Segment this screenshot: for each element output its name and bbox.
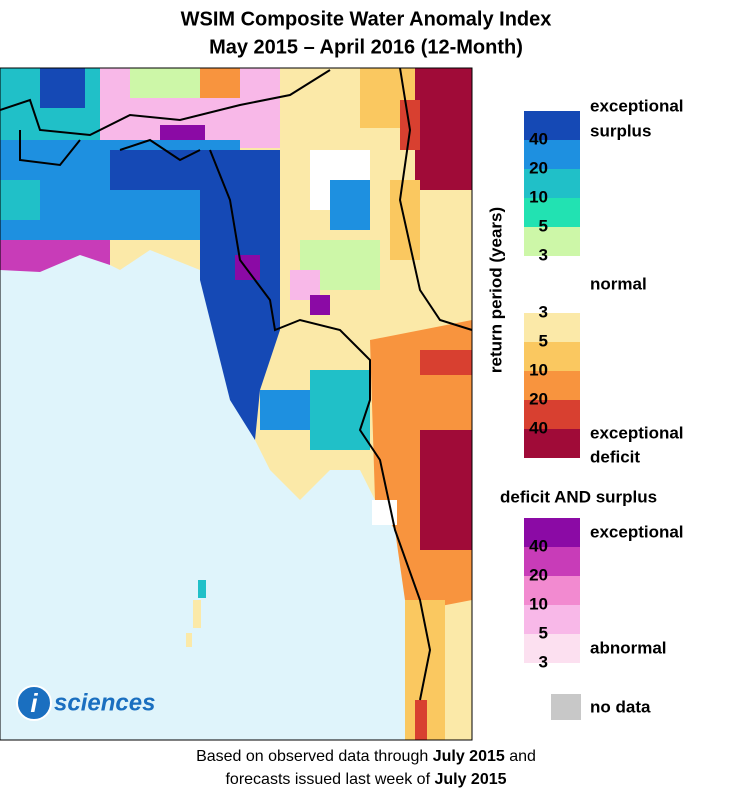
- logo-mark: i: [30, 688, 38, 718]
- legend-label: exceptional: [590, 522, 684, 541]
- legend-tick-label: 10: [529, 360, 548, 379]
- caption-text: Based on observed data through: [196, 748, 428, 765]
- legend-tick-label: 40: [529, 536, 548, 555]
- legend-swatch: [524, 111, 580, 140]
- legend-tick-label: 40: [529, 418, 548, 437]
- caption-line: Based on observed data through July 2015…: [196, 748, 536, 765]
- map: [0, 67, 473, 741]
- legend-tick-label: 10: [529, 187, 548, 206]
- logo: i sciences: [16, 685, 155, 721]
- caption-text: July 2015: [433, 748, 505, 765]
- caption-text: July 2015: [434, 771, 506, 788]
- logo-text: sciences: [54, 689, 155, 716]
- legend-tick-label: 3: [539, 245, 548, 264]
- legend-tick-label: 20: [529, 565, 548, 584]
- caption-line: forecasts issued last week of July 2015: [225, 771, 506, 788]
- legend-tick-label: 20: [529, 158, 548, 177]
- legend-swatch: [524, 227, 580, 256]
- legend-swatch: [524, 169, 580, 198]
- legend-swatch: [524, 256, 580, 313]
- legend-swatch: [524, 140, 580, 169]
- legend-tick-label: 5: [539, 331, 548, 350]
- legend-tick-label: 5: [539, 623, 548, 642]
- legend-swatch: [524, 429, 580, 458]
- legend-tick-label: 10: [529, 594, 548, 613]
- legend-swatch: [524, 400, 580, 429]
- subtitle: May 2015 – April 2016 (12-Month): [209, 36, 523, 58]
- legend-axis-label: return period (years): [486, 207, 505, 373]
- legend-swatch: [524, 576, 580, 605]
- legend-swatch: [524, 371, 580, 400]
- legend-swatch: [524, 313, 580, 342]
- legend-tick-label: 40: [529, 129, 548, 148]
- legend-swatch: [524, 342, 580, 371]
- legend-title: deficit AND surplus: [500, 487, 657, 506]
- legend-label: deficit: [590, 447, 640, 466]
- legend-tick-label: 3: [539, 652, 548, 671]
- legend: return period (years) exceptional surplu…: [486, 96, 684, 720]
- title: WSIM Composite Water Anomaly Index: [181, 8, 552, 30]
- legend-label: normal: [590, 274, 647, 293]
- legend-swatch: [524, 518, 580, 547]
- legend-label: exceptional: [590, 96, 684, 115]
- legend-tick-label: 20: [529, 389, 548, 408]
- legend-label: exceptional: [590, 423, 684, 442]
- legend-tick-label: 3: [539, 302, 548, 321]
- legend-swatch: [551, 694, 581, 720]
- legend-swatch: [524, 634, 580, 663]
- legend-swatch: [524, 605, 580, 634]
- caption-text: and: [509, 748, 536, 765]
- legend-tick-label: 5: [539, 216, 548, 235]
- legend-label: surplus: [590, 121, 651, 140]
- caption-text: forecasts issued last week of: [225, 771, 430, 788]
- legend-swatch: [524, 547, 580, 576]
- legend-label: no data: [590, 697, 651, 716]
- legend-label: abnormal: [590, 638, 667, 657]
- legend-swatch: [524, 198, 580, 227]
